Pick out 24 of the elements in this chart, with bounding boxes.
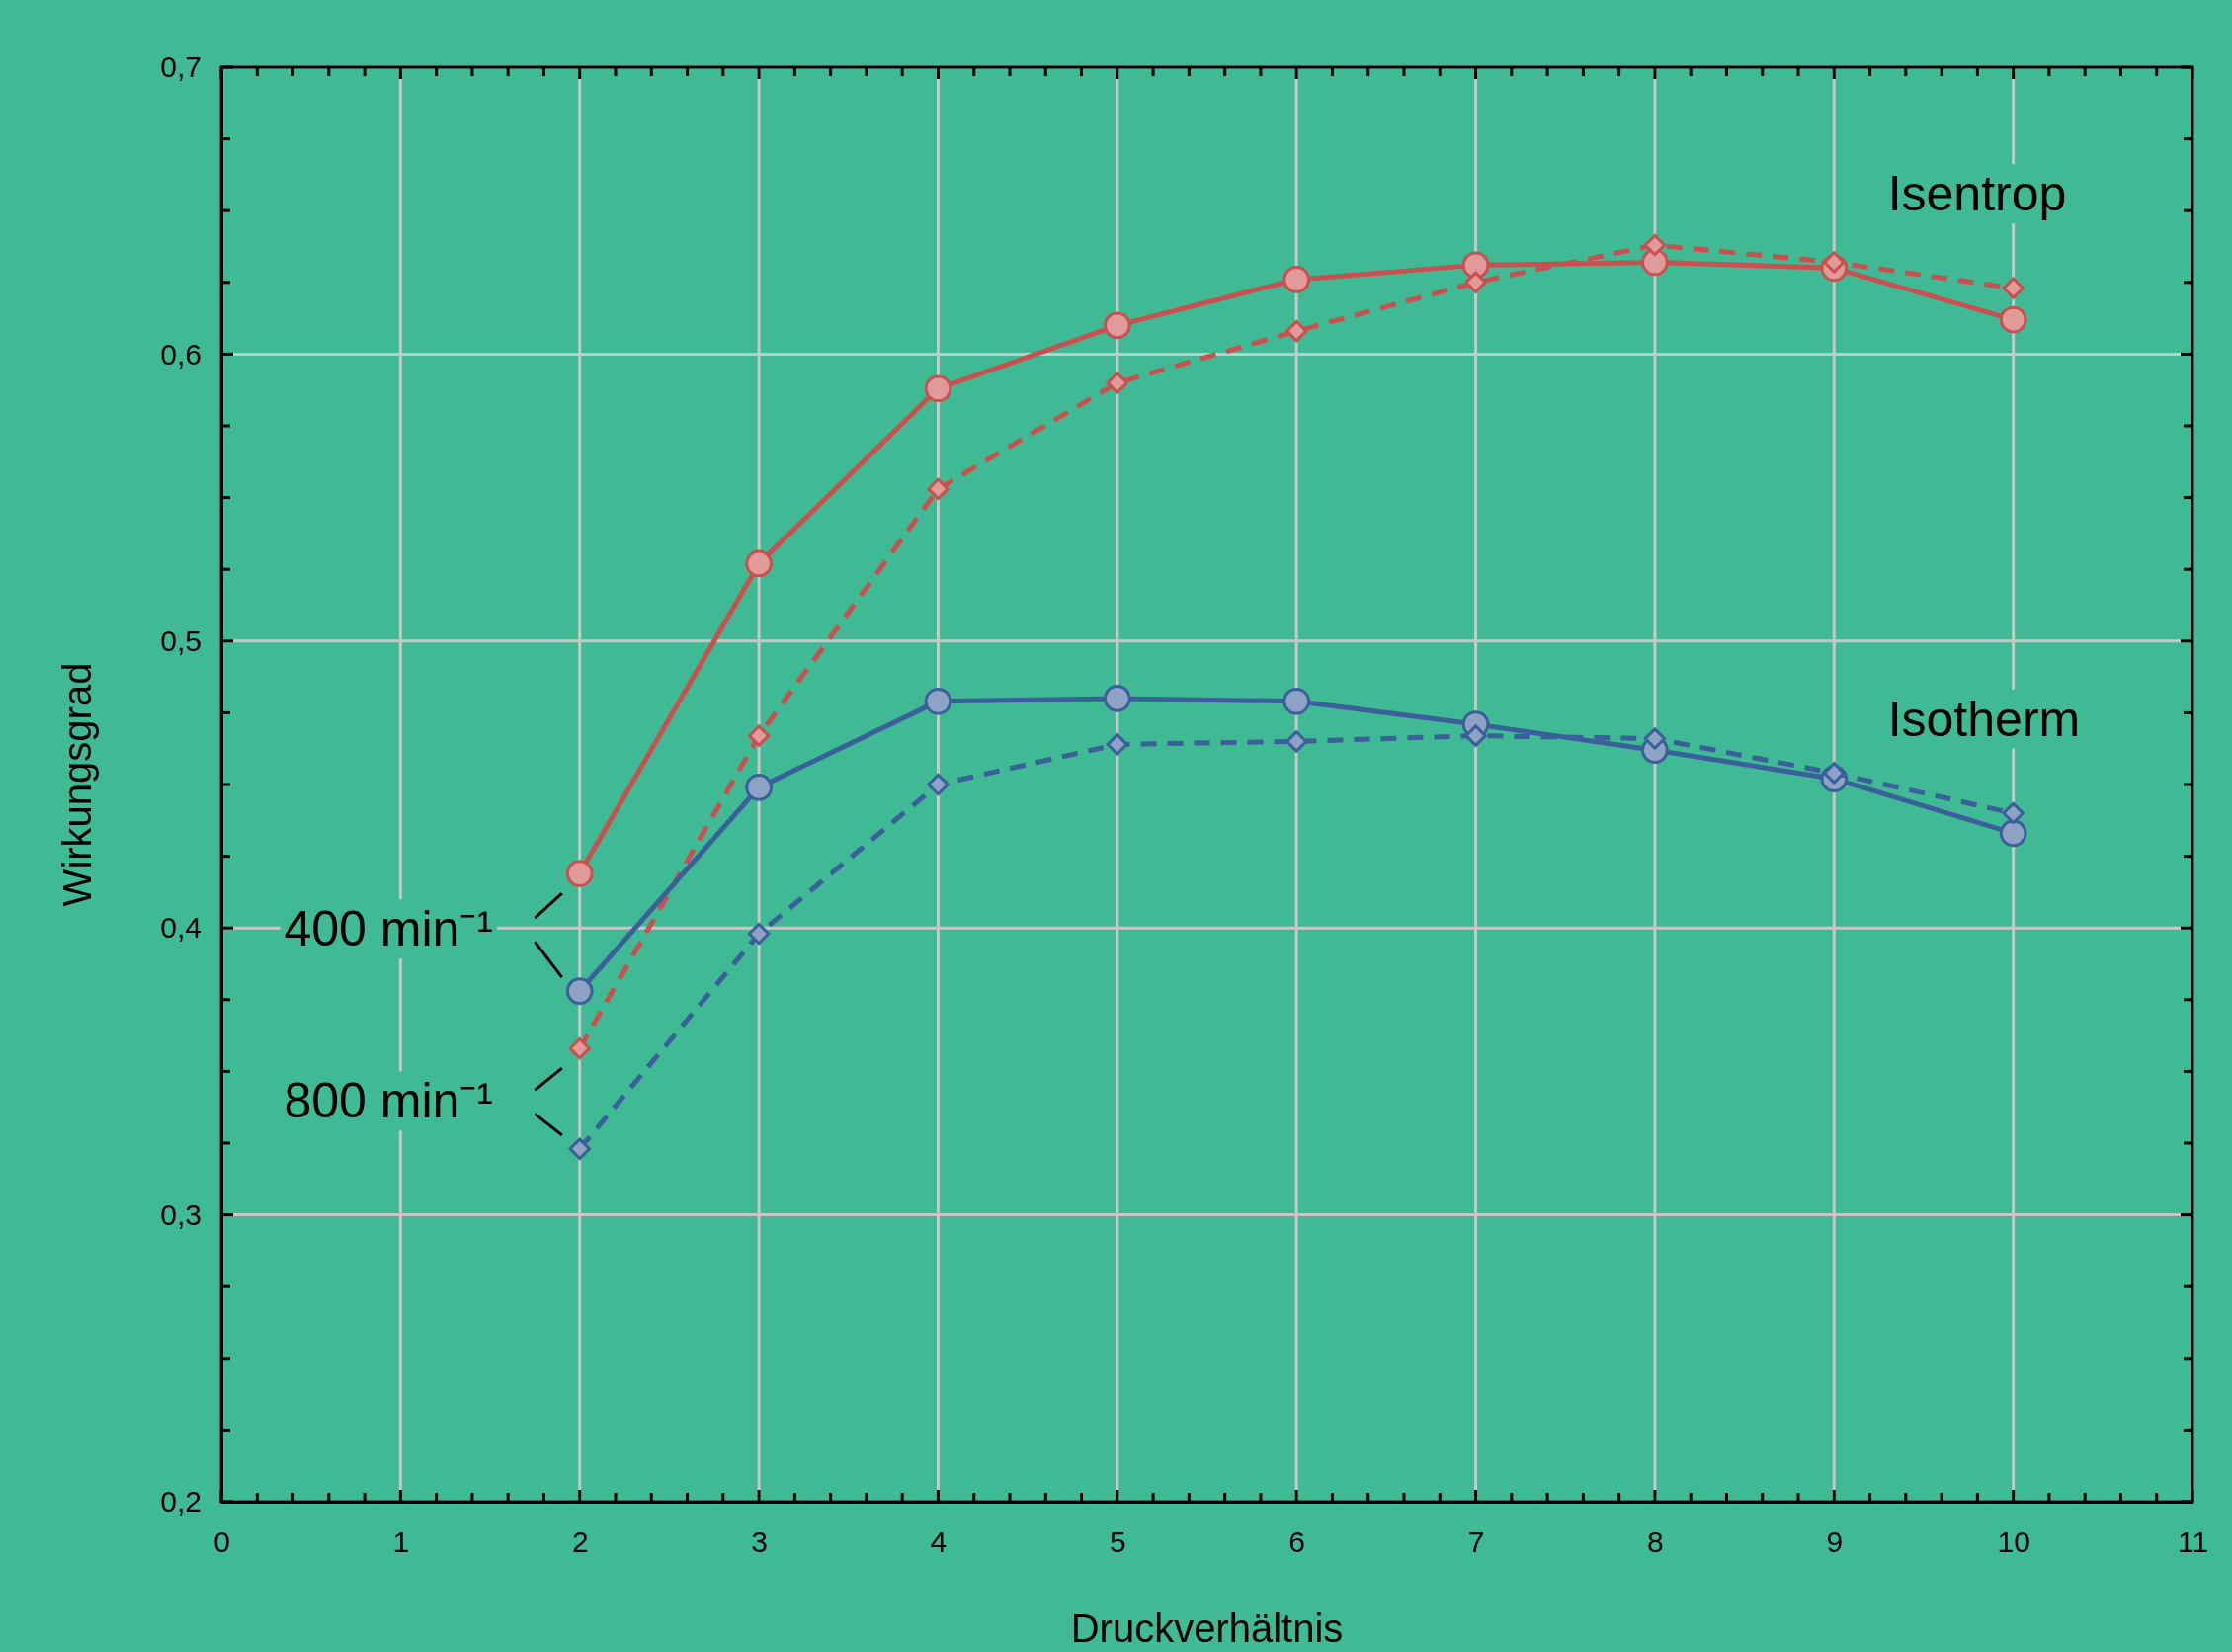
y-tick-label: 0,4 [160,911,202,945]
x-tick-label: 1 [392,1526,410,1559]
x-tick-label: 2 [571,1526,589,1559]
x-tick-label: 3 [751,1526,768,1559]
x-tick-label: 0 [213,1526,230,1559]
x-tick-label: 8 [1647,1526,1664,1559]
y-tick-label: 0,3 [160,1198,202,1231]
annotation: Isentrop [1887,166,2067,222]
annotation: 800 min⁻¹ [284,1073,494,1129]
annotation: 400 min⁻¹ [284,901,494,957]
y-tick-label: 0,2 [160,1485,202,1519]
x-tick-label: 11 [2177,1526,2209,1559]
y-tick-label: 0,6 [160,337,202,371]
x-axis-title: Druckverhältnis [1070,1607,1344,1650]
annotation: Isotherm [1887,691,2081,747]
x-tick-label: 10 [1997,1526,2030,1559]
x-tick-label: 5 [1109,1526,1126,1559]
x-tick-label: 4 [930,1526,948,1559]
x-tick-label: 6 [1288,1526,1306,1559]
x-tick-label: 7 [1467,1526,1485,1559]
x-tick-label: 9 [1826,1526,1844,1559]
y-axis-title: Wirkungsgrad [55,662,99,907]
y-tick-label: 0,7 [160,50,202,84]
y-tick-label: 0,5 [160,623,202,657]
